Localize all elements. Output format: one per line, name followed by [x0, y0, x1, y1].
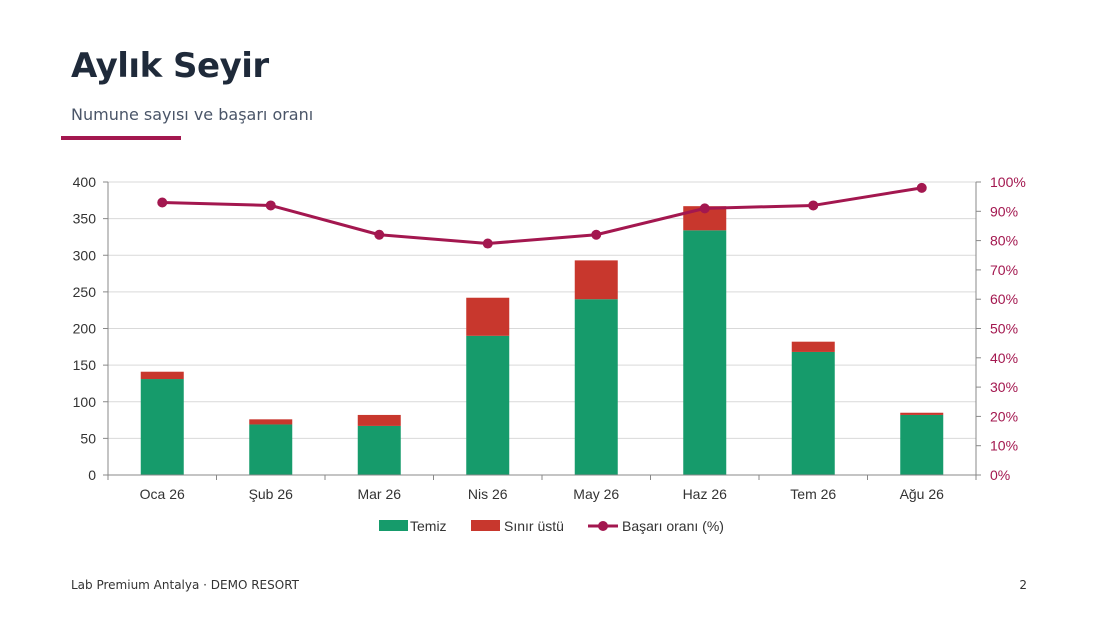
- chart-ticks: 0 50 100 150 200 250 300 350 400 0% 10% 20% 30% 40% 50…: [73, 174, 1026, 502]
- y-tick-label: 350: [73, 211, 97, 227]
- chart-gridlines: [108, 181, 976, 439]
- bar-temiz: [574, 299, 618, 475]
- y2-tick-label: 40%: [990, 350, 1018, 366]
- y2-tick-label: 80%: [990, 233, 1018, 249]
- point-basari-orani: [482, 238, 493, 249]
- chart-axes: [103, 181, 981, 480]
- point-basari-orani: [916, 182, 927, 193]
- y-tick-label: 50: [80, 430, 96, 446]
- y2-tick-label: 60%: [990, 291, 1018, 307]
- y2-tick-label: 10%: [990, 438, 1018, 454]
- bar-temiz: [140, 379, 184, 475]
- y2-tick-label: 100%: [990, 174, 1026, 190]
- x-tick-label: Oca 26: [140, 486, 185, 502]
- point-basari-orani: [157, 197, 168, 208]
- point-basari-orani: [699, 203, 710, 214]
- y-tick-label: 250: [73, 284, 97, 300]
- x-tick-label: Ağu 26: [900, 486, 945, 502]
- x-tick-label: Şub 26: [249, 486, 294, 502]
- chart-legend: Temiz Sınır üstü Başarı oranı (%): [379, 518, 724, 534]
- bar-temiz: [466, 335, 510, 475]
- y2-tick-label: 50%: [990, 321, 1018, 337]
- page-title: Aylık Seyir: [71, 46, 269, 86]
- y-tick-label: 300: [73, 247, 97, 263]
- bar-sinir-ustu: [466, 297, 510, 336]
- bar-temiz: [791, 351, 835, 475]
- y2-tick-label: 70%: [990, 262, 1018, 278]
- bar-sinir-ustu: [140, 371, 184, 380]
- line-basari-orani: [162, 186, 922, 246]
- y-tick-label: 150: [73, 357, 97, 373]
- y-tick-label: 0: [88, 467, 96, 483]
- y2-tick-label: 20%: [990, 408, 1018, 424]
- legend-swatch: [471, 520, 500, 531]
- y-tick-label: 200: [73, 321, 97, 337]
- x-tick-label: Mar 26: [357, 486, 401, 502]
- legend-swatch: [379, 520, 408, 531]
- y2-tick-label: 0%: [990, 467, 1010, 483]
- bar-sinir-ustu: [900, 412, 944, 415]
- bar-sinir-ustu: [249, 419, 293, 425]
- y-tick-label: 100: [73, 394, 97, 410]
- chart-line-series: [157, 182, 927, 249]
- page-subtitle: Numune sayısı ve başarı oranı: [71, 105, 314, 124]
- x-tick-label: Haz 26: [683, 486, 728, 502]
- bar-temiz: [900, 414, 944, 475]
- bar-temiz: [249, 424, 293, 475]
- bar-temiz: [683, 230, 727, 475]
- legend-label: Başarı oranı (%): [622, 518, 724, 534]
- bar-sinir-ustu: [791, 341, 835, 352]
- footer-source: Lab Premium Antalya · DEMO RESORT: [71, 578, 299, 592]
- legend-marker: [598, 521, 608, 531]
- x-tick-label: Nis 26: [468, 486, 508, 502]
- x-tick-label: May 26: [573, 486, 619, 502]
- point-basari-orani: [265, 200, 276, 211]
- page-number: 2: [1019, 578, 1027, 592]
- y2-tick-label: 30%: [990, 379, 1018, 395]
- y-tick-label: 400: [73, 174, 97, 190]
- point-basari-orani: [808, 200, 819, 211]
- legend-label: Sınır üstü: [504, 518, 564, 534]
- legend-label: Temiz: [410, 518, 447, 534]
- bar-temiz: [357, 425, 401, 475]
- title-accent-bar: [61, 136, 181, 140]
- bar-sinir-ustu: [357, 414, 401, 426]
- point-basari-orani: [591, 229, 602, 240]
- y2-tick-label: 90%: [990, 203, 1018, 219]
- chart-bars: [140, 206, 944, 475]
- bar-sinir-ustu: [574, 260, 618, 300]
- point-basari-orani: [374, 229, 385, 240]
- x-tick-label: Tem 26: [790, 486, 836, 502]
